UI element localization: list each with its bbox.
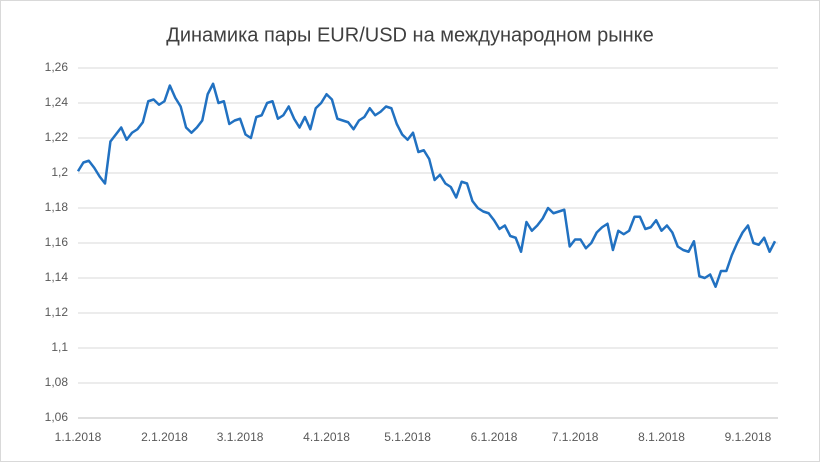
y-tick-label: 1,26 [45,60,69,74]
chart-title: Динамика пары EUR/USD на международном р… [166,24,653,46]
y-tick-label: 1,16 [45,235,69,249]
y-tick-label: 1,24 [45,95,69,109]
data-line [76,82,777,288]
x-tick-label: 1.1.2018 [55,430,102,444]
x-tick-label: 8.1.2018 [638,430,685,444]
x-tick-label: 7.1.2018 [552,430,599,444]
y-tick-label: 1,22 [45,130,69,144]
y-tick-label: 1,06 [45,410,69,424]
x-tick-label: 4.1.2018 [303,430,350,444]
x-tick-label: 9.1.2018 [725,430,772,444]
y-tick-label: 1,12 [45,305,69,319]
x-tick-label: 3.1.2018 [217,430,264,444]
y-tick-label: 1,1 [51,340,68,354]
y-tick-label: 1,08 [45,375,69,389]
x-tick-label: 6.1.2018 [471,430,518,444]
y-tick-label: 1,18 [45,200,69,214]
y-tick-label: 1,14 [45,270,69,284]
x-tick-label: 5.1.2018 [384,430,431,444]
x-tick-label: 2.1.2018 [141,430,188,444]
y-tick-label: 1,2 [51,165,68,179]
